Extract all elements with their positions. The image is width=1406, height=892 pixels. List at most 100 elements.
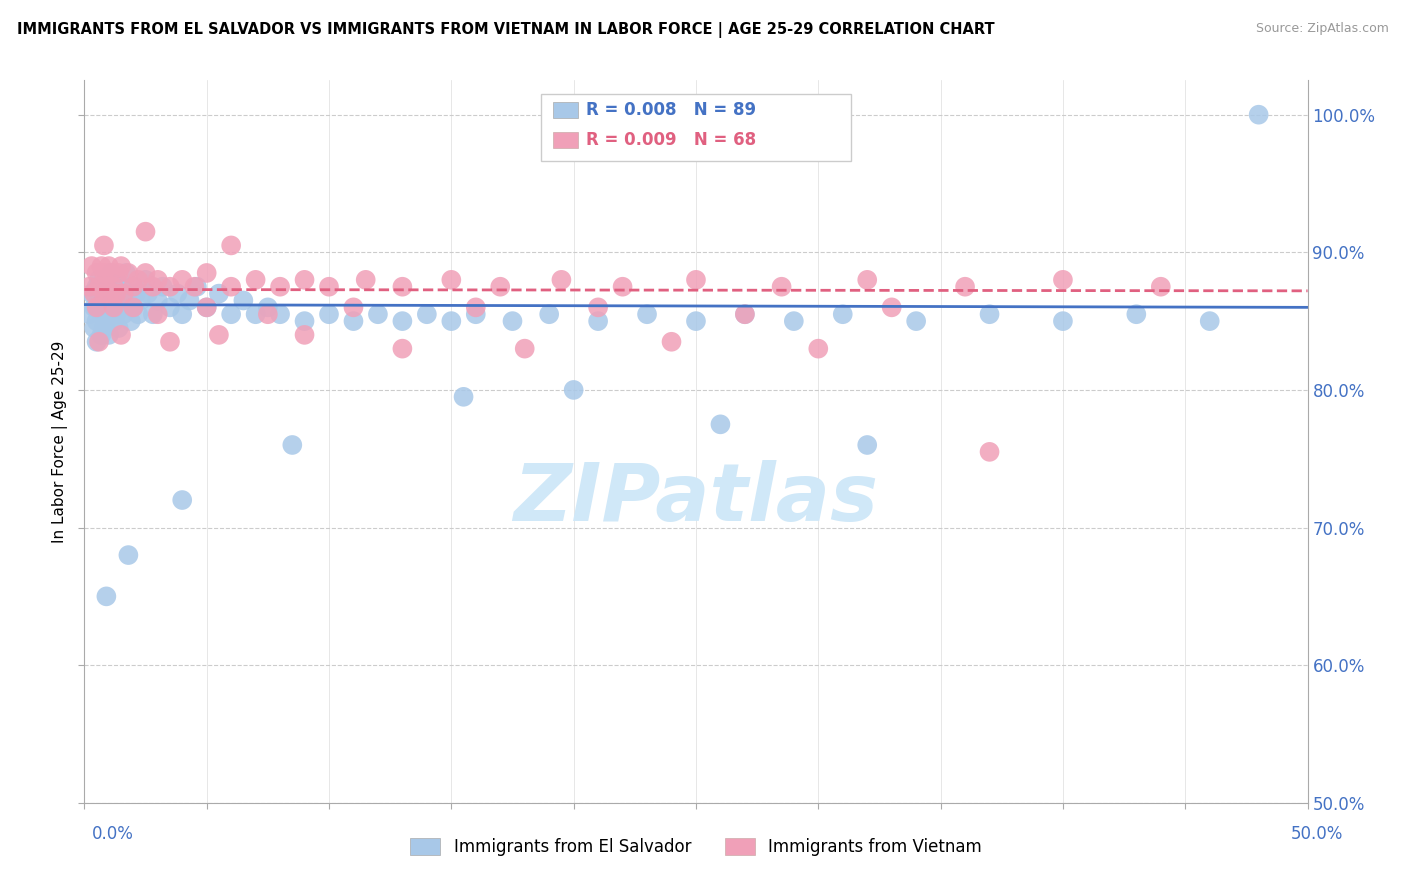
Point	[440, 273, 463, 287]
Point	[464, 301, 486, 315]
Point	[93, 321, 115, 335]
Text: 50.0%: 50.0%	[1291, 825, 1343, 843]
Point	[80, 259, 103, 273]
Point	[93, 266, 115, 280]
Point	[77, 279, 100, 293]
Point	[105, 307, 128, 321]
Point	[1125, 307, 1147, 321]
Point	[112, 286, 135, 301]
Point	[195, 301, 218, 315]
Point	[856, 438, 879, 452]
Point	[96, 314, 118, 328]
Point	[110, 259, 132, 273]
Point	[342, 314, 364, 328]
Point	[979, 307, 1001, 321]
Point	[294, 314, 316, 328]
Point	[112, 286, 135, 301]
Point	[86, 314, 108, 328]
Point	[245, 307, 267, 321]
Point	[136, 286, 159, 301]
Point	[391, 342, 413, 356]
Point	[122, 301, 145, 315]
Point	[97, 327, 120, 342]
Point	[107, 321, 129, 335]
Point	[953, 279, 976, 293]
Text: Source: ZipAtlas.com: Source: ZipAtlas.com	[1256, 22, 1389, 36]
Point	[489, 279, 512, 293]
Point	[103, 279, 125, 293]
Point	[117, 293, 139, 308]
Point	[195, 266, 218, 280]
Point	[97, 286, 120, 301]
Point	[100, 266, 122, 280]
Point	[100, 301, 122, 315]
Point	[232, 293, 254, 308]
Point	[281, 438, 304, 452]
Point	[391, 279, 413, 293]
Point	[770, 279, 793, 293]
Point	[83, 301, 105, 315]
Point	[87, 334, 110, 349]
Point	[93, 286, 115, 301]
Point	[391, 314, 413, 328]
Point	[142, 279, 165, 293]
Point	[86, 279, 108, 293]
Point	[636, 307, 658, 321]
Point	[159, 279, 181, 293]
Point	[172, 493, 194, 508]
Point	[86, 334, 108, 349]
Text: ZIPatlas: ZIPatlas	[513, 460, 879, 539]
Point	[440, 314, 463, 328]
Point	[367, 307, 389, 321]
Point	[905, 314, 928, 328]
Text: R = 0.009   N = 68: R = 0.009 N = 68	[586, 131, 756, 149]
Point	[464, 307, 486, 321]
Point	[661, 334, 683, 349]
Point	[172, 273, 194, 287]
Point	[110, 327, 132, 342]
Point	[87, 279, 110, 293]
Point	[110, 301, 132, 315]
Point	[831, 307, 853, 321]
Point	[1052, 273, 1074, 287]
Point	[90, 286, 112, 301]
Point	[685, 273, 707, 287]
Point	[179, 293, 201, 308]
Point	[1247, 108, 1270, 122]
Point	[93, 301, 115, 315]
Point	[96, 293, 118, 308]
Point	[90, 307, 112, 321]
Point	[183, 279, 205, 293]
Point	[97, 286, 120, 301]
Point	[562, 383, 585, 397]
Point	[107, 286, 129, 301]
Point	[269, 279, 291, 293]
Point	[83, 321, 105, 335]
Point	[122, 279, 145, 293]
Point	[100, 266, 122, 280]
Point	[86, 301, 108, 315]
Point	[87, 293, 110, 308]
Point	[208, 286, 231, 301]
Point	[783, 314, 806, 328]
Point	[120, 314, 142, 328]
Point	[105, 273, 128, 287]
Point	[538, 307, 561, 321]
Point	[105, 286, 128, 301]
Point	[195, 301, 218, 315]
Text: IMMIGRANTS FROM EL SALVADOR VS IMMIGRANTS FROM VIETNAM IN LABOR FORCE | AGE 25-2: IMMIGRANTS FROM EL SALVADOR VS IMMIGRANT…	[17, 22, 994, 38]
Point	[83, 286, 105, 301]
Point	[96, 279, 118, 293]
Point	[129, 293, 152, 308]
Point	[856, 273, 879, 287]
Point	[152, 279, 174, 293]
Point	[146, 307, 169, 321]
Point	[318, 307, 340, 321]
Point	[103, 279, 125, 293]
Point	[80, 286, 103, 301]
Point	[416, 307, 439, 321]
Point	[96, 590, 118, 604]
Y-axis label: In Labor Force | Age 25-29: In Labor Force | Age 25-29	[52, 341, 67, 542]
Point	[166, 286, 188, 301]
Point	[219, 279, 242, 293]
